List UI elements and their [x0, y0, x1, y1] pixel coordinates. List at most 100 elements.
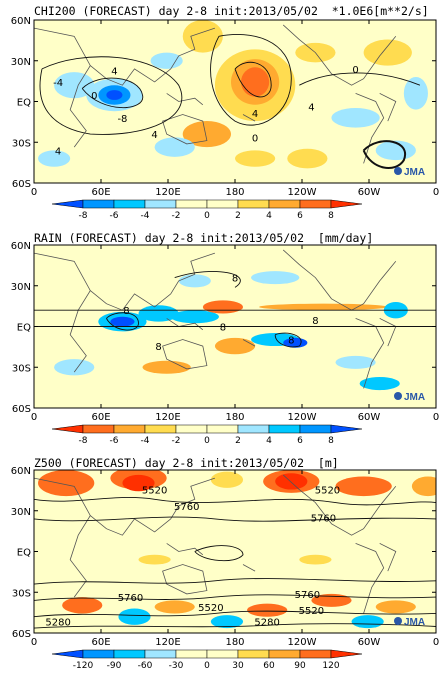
colorbar-segment	[144, 649, 177, 659]
contour-line	[81, 77, 143, 109]
colorbar-label: 6	[297, 436, 303, 446]
contour-label: 8	[220, 323, 226, 334]
contour-label: -8	[117, 114, 127, 125]
lat-tick-label: EQ	[17, 98, 31, 109]
contour-label: -4	[53, 78, 63, 89]
anomaly-blob	[275, 473, 308, 490]
coastline	[162, 339, 208, 370]
anomaly-blob	[375, 600, 416, 614]
colorbar-label: -60	[138, 661, 153, 671]
anomaly-blob	[331, 108, 380, 128]
colorbar-label: -8	[79, 211, 88, 221]
colorbar-segment	[51, 649, 84, 659]
colorbar-segment	[206, 649, 239, 659]
contour-label: 5520	[198, 603, 223, 614]
lon-tick-label: 0	[433, 637, 439, 648]
coastline	[170, 252, 216, 295]
colorbar-segment	[330, 199, 363, 209]
contour-line	[34, 497, 436, 506]
coastline	[282, 474, 397, 536]
anomaly-blob	[311, 593, 352, 607]
colorbar-segment	[268, 424, 301, 434]
lon-tick-label: 120E	[155, 412, 180, 423]
colorbar-label: -2	[172, 436, 181, 446]
lat-tick-label: 30N	[11, 507, 31, 518]
colorbar-segment	[175, 424, 208, 434]
contour-line	[362, 140, 407, 169]
anomaly-blob	[202, 300, 244, 314]
contour-label: 4	[252, 109, 258, 120]
contour-label: 4	[111, 67, 117, 78]
colorbar-segment	[299, 199, 332, 209]
anomaly-blob	[150, 52, 183, 69]
colorbar-segment	[330, 424, 363, 434]
coastline	[282, 249, 397, 311]
contour-label: 8	[288, 336, 294, 347]
coastline	[282, 24, 397, 86]
shading-layer	[34, 20, 428, 169]
coastline	[90, 65, 171, 86]
colorbar-segment	[82, 649, 115, 659]
contour-label: 4	[308, 102, 314, 113]
chi200-panel: 4 -4 0 -8 4 0 4 4 0 4 60N 30N EQ 30S 60S 0 60E 120E 180 120…	[0, 0, 445, 225]
coastline	[379, 93, 397, 122]
colorbar-label: 2	[235, 436, 241, 446]
anomaly-blob	[62, 597, 103, 614]
z500-title: Z500 (FORECAST) day 2-8 init:2013/05/02 …	[34, 456, 339, 470]
contour-label: 5520	[299, 606, 324, 617]
anomaly-blob	[359, 377, 400, 391]
colorbar-segment	[144, 424, 177, 434]
colorbar-segment	[206, 424, 239, 434]
anomaly-blob	[154, 600, 195, 614]
colorbar-segment	[330, 649, 363, 659]
colorbar-segment	[299, 424, 332, 434]
anomaly-blob	[299, 554, 332, 565]
coastline	[90, 515, 171, 536]
colorbar-segment	[113, 424, 146, 434]
anomaly-blob	[54, 72, 95, 99]
colorbar-label: 90	[294, 661, 306, 671]
jma-logo: JMA	[404, 617, 425, 628]
shading-layer	[34, 470, 436, 629]
contour-line	[106, 312, 139, 331]
lon-tick-label: 120E	[155, 187, 180, 198]
anomaly-blob	[106, 90, 123, 100]
colorbar-label: -2	[172, 211, 181, 221]
contour-label: 0	[352, 65, 358, 76]
anomaly-blob	[178, 274, 211, 288]
coastline	[166, 93, 204, 106]
contour-label: 8	[232, 274, 238, 285]
anomaly-blob	[411, 476, 436, 497]
anomaly-blob	[335, 355, 376, 369]
coastline	[166, 543, 204, 556]
lat-tick-label: 60N	[11, 16, 31, 27]
anomaly-blob	[170, 310, 219, 324]
colorbar-label: -120	[73, 661, 94, 671]
colorbar-label: 4	[266, 211, 272, 221]
lon-tick-label: 0	[31, 637, 37, 648]
colorbar-label: -4	[141, 211, 150, 221]
anomaly-blob	[214, 337, 256, 355]
lon-tick-label: 120W	[288, 412, 317, 423]
colorbar-label: 8	[328, 211, 334, 221]
colorbar-segment	[82, 424, 115, 434]
coastline	[162, 564, 208, 595]
contour-label: 5520	[315, 486, 340, 497]
lon-tick-label: 0	[433, 187, 439, 198]
colorbar-label: 6	[297, 211, 303, 221]
colorbar-segment	[144, 199, 177, 209]
contour-line	[210, 33, 292, 126]
lat-tick-label: 60N	[11, 241, 31, 252]
colorbar-label: 60	[263, 661, 275, 671]
contour-line	[299, 72, 421, 86]
colorbar-label: 4	[266, 436, 272, 446]
lon-tick-label: 0	[433, 412, 439, 423]
colorbar-segment	[175, 649, 208, 659]
colorbar-label: -8	[79, 436, 88, 446]
anomaly-blob	[118, 608, 151, 625]
lon-tick-label: 180	[225, 187, 244, 198]
colorbar-segment	[237, 199, 270, 209]
colorbar-segment	[237, 649, 270, 659]
lon-tick-label: 60W	[358, 187, 381, 198]
